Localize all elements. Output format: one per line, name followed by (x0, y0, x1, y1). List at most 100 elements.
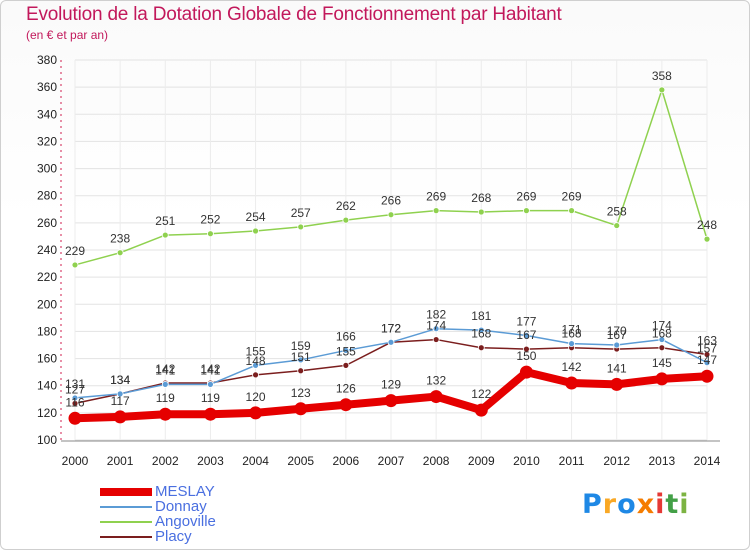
data-point-angoville[interactable] (432, 207, 440, 215)
legend-swatch-angoville (100, 521, 152, 523)
data-point-donnay[interactable] (161, 380, 169, 388)
data-point-donnay[interactable] (432, 325, 440, 333)
data-label-meslay: 119 (156, 391, 175, 405)
data-point-meslay[interactable] (249, 406, 263, 420)
data-point-angoville[interactable] (658, 86, 666, 94)
data-point-donnay[interactable] (613, 341, 621, 349)
chart-title: Evolution de la Dotation Globale de Fonc… (26, 4, 562, 25)
data-label-donnay: 131 (65, 377, 85, 391)
data-point-angoville[interactable] (613, 222, 621, 229)
data-point-angoville[interactable] (477, 208, 485, 216)
logo-letter: P (582, 489, 603, 520)
data-point-meslay[interactable] (384, 394, 398, 408)
x-tick-label: 2013 (649, 454, 676, 468)
data-point-meslay[interactable] (474, 403, 488, 417)
data-label-placy: 168 (471, 327, 491, 341)
y-tick-label: 180 (37, 324, 57, 338)
y-tick-label: 320 (37, 134, 57, 148)
data-label-angoville: 266 (381, 194, 401, 208)
x-tick-label: 2004 (242, 454, 269, 468)
data-point-meslay[interactable] (700, 369, 714, 383)
data-label-placy: 151 (291, 350, 311, 364)
data-point-placy[interactable] (658, 344, 666, 352)
data-point-placy[interactable] (432, 336, 440, 343)
data-label-donnay: 166 (336, 329, 356, 343)
data-point-placy[interactable] (252, 371, 259, 379)
data-point-placy[interactable] (297, 367, 305, 375)
logo-letter: x (636, 489, 656, 520)
y-tick-label: 200 (37, 297, 57, 311)
data-point-meslay[interactable] (294, 402, 308, 416)
x-tick-label: 2011 (559, 454, 585, 468)
data-point-angoville[interactable] (523, 207, 530, 215)
proxiti-logo[interactable]: Proxiti (582, 489, 690, 520)
x-tick-label: 2007 (378, 454, 405, 468)
data-label-angoville: 268 (471, 191, 491, 205)
data-label-meslay: 147 (697, 353, 717, 367)
legend-label-placy: Placy (155, 528, 192, 545)
data-point-donnay[interactable] (71, 394, 79, 402)
data-point-meslay[interactable] (158, 407, 172, 421)
data-label-donnay: 171 (562, 323, 582, 337)
data-label-placy: 167 (516, 328, 536, 342)
data-label-placy: 134 (110, 373, 130, 387)
data-label-angoville: 251 (155, 214, 175, 228)
data-label-meslay: 129 (381, 378, 401, 392)
data-point-meslay[interactable] (203, 407, 217, 421)
legend-swatch-placy (100, 536, 152, 538)
data-point-meslay[interactable] (68, 411, 82, 425)
data-label-meslay: 116 (65, 395, 84, 409)
data-point-meslay[interactable] (113, 410, 127, 424)
data-point-angoville[interactable] (387, 211, 395, 219)
data-label-donnay: 170 (607, 324, 627, 338)
data-point-meslay[interactable] (339, 398, 353, 412)
data-point-placy[interactable] (342, 361, 350, 369)
data-label-angoville: 262 (336, 199, 356, 213)
data-point-meslay[interactable] (429, 390, 443, 404)
data-label-meslay: 120 (246, 390, 266, 404)
data-point-angoville[interactable] (568, 207, 575, 215)
data-point-angoville[interactable] (252, 227, 259, 235)
data-label-meslay: 117 (111, 394, 130, 408)
data-label-donnay: 177 (516, 315, 536, 329)
logo-letter: t (665, 489, 680, 520)
data-label-angoville: 258 (607, 205, 627, 219)
data-point-placy[interactable] (523, 345, 530, 353)
data-label-meslay: 132 (426, 374, 446, 388)
data-label-angoville: 269 (426, 190, 446, 204)
data-point-meslay[interactable] (565, 376, 579, 390)
data-label-angoville: 257 (291, 206, 311, 220)
data-point-donnay[interactable] (477, 326, 485, 334)
data-point-angoville[interactable] (342, 216, 350, 224)
data-point-donnay[interactable] (207, 380, 214, 388)
data-point-meslay[interactable] (610, 377, 624, 391)
data-point-angoville[interactable] (207, 230, 214, 238)
data-point-donnay[interactable] (658, 336, 666, 343)
data-point-donnay[interactable] (387, 338, 395, 346)
data-label-angoville: 269 (516, 190, 536, 204)
data-point-donnay[interactable] (116, 390, 124, 398)
data-label-placy: 172 (381, 321, 401, 335)
x-tick-label: 2012 (603, 454, 630, 468)
legend-label-meslay: MESLAY (155, 483, 215, 500)
x-tick-label: 2010 (513, 454, 540, 468)
data-point-placy[interactable] (703, 351, 711, 358)
data-point-donnay[interactable] (568, 340, 575, 348)
data-point-placy[interactable] (477, 344, 485, 352)
data-point-angoville[interactable] (297, 223, 305, 231)
data-point-donnay[interactable] (252, 361, 259, 369)
data-point-meslay[interactable] (519, 365, 533, 379)
data-point-angoville[interactable] (71, 261, 79, 269)
x-tick-label: 2005 (287, 454, 314, 468)
data-point-donnay[interactable] (297, 356, 305, 364)
y-tick-label: 140 (37, 379, 57, 393)
data-point-angoville[interactable] (703, 235, 711, 243)
data-point-donnay[interactable] (523, 332, 530, 339)
data-point-donnay[interactable] (703, 359, 711, 367)
data-point-angoville[interactable] (116, 249, 124, 257)
data-point-donnay[interactable] (342, 347, 350, 354)
data-label-placy: 142 (200, 362, 220, 376)
data-point-angoville[interactable] (161, 231, 169, 239)
data-point-meslay[interactable] (655, 372, 669, 386)
